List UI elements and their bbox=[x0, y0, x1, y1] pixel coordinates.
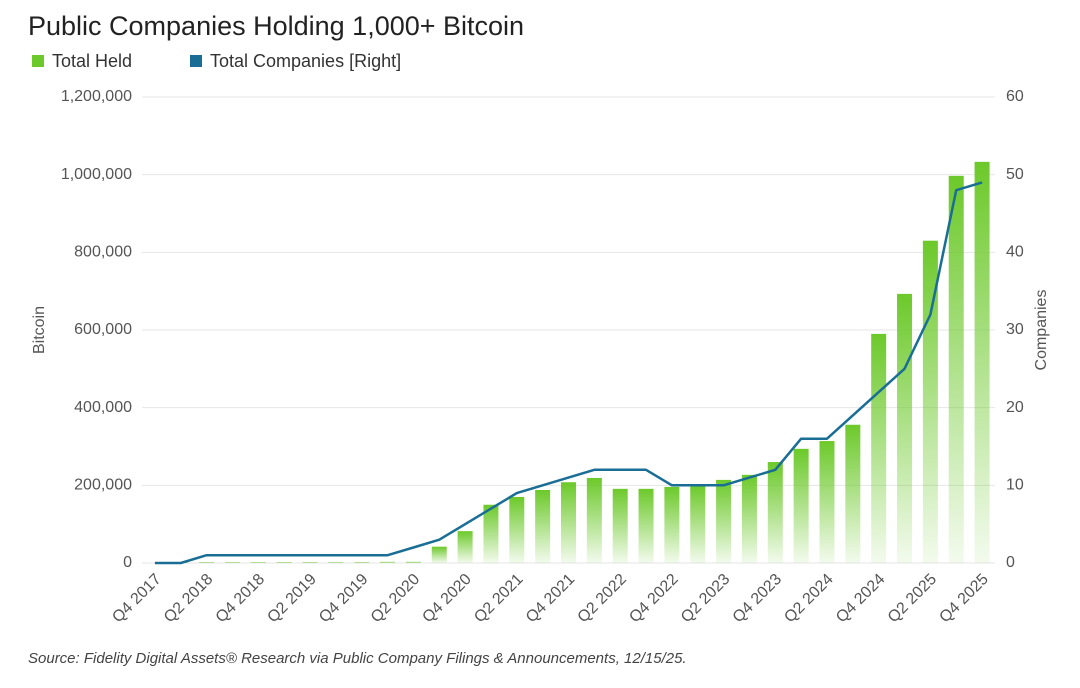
bar bbox=[664, 486, 680, 563]
x-tick-label: Q2 2024 bbox=[781, 571, 837, 627]
chart-title: Public Companies Holding 1,000+ Bitcoin bbox=[28, 11, 524, 41]
line bbox=[154, 181, 983, 565]
y-tick-label: 800,000 bbox=[74, 244, 132, 261]
bar bbox=[897, 293, 913, 563]
bar bbox=[948, 175, 964, 563]
y2-tick-label: 50 bbox=[1006, 166, 1024, 183]
bar bbox=[741, 474, 757, 563]
y-axis-label: Bitcoin bbox=[31, 306, 48, 354]
bar bbox=[974, 161, 990, 563]
x-tick-label: Q2 2022 bbox=[575, 571, 631, 627]
bar bbox=[302, 562, 318, 563]
bar bbox=[819, 441, 835, 563]
bar bbox=[405, 561, 421, 563]
bar bbox=[690, 485, 706, 563]
y-tick-label: 200,000 bbox=[74, 477, 132, 494]
bar bbox=[561, 482, 576, 563]
y2-axis-label: Companies bbox=[1033, 290, 1050, 371]
x-tick-label: Q2 2018 bbox=[161, 571, 217, 627]
bar bbox=[793, 448, 809, 563]
x-tick-label: Q2 2021 bbox=[471, 571, 527, 627]
bar bbox=[716, 479, 732, 563]
y-tick-label: 400,000 bbox=[74, 399, 132, 416]
x-tick-label: Q4 2018 bbox=[213, 571, 269, 627]
bar bbox=[638, 488, 654, 563]
bar bbox=[871, 333, 887, 563]
x-tick-label: Q4 2017 bbox=[109, 571, 165, 627]
legend-swatch bbox=[32, 55, 44, 67]
bar bbox=[586, 477, 602, 563]
bar bbox=[483, 504, 499, 563]
bar bbox=[380, 561, 396, 563]
bar bbox=[509, 496, 525, 563]
bar bbox=[276, 562, 292, 563]
x-tick-label: Q4 2023 bbox=[730, 571, 786, 627]
x-tick-label: Q4 2019 bbox=[316, 571, 372, 627]
y-tick-label: 0 bbox=[123, 554, 132, 571]
bar bbox=[612, 488, 628, 563]
x-tick-label: Q4 2020 bbox=[419, 571, 475, 627]
bar bbox=[328, 562, 344, 563]
y-tick-label: 1,000,000 bbox=[61, 166, 132, 183]
legend-swatch bbox=[190, 55, 202, 67]
bar bbox=[535, 489, 551, 563]
y-tick-label: 1,200,000 bbox=[61, 88, 132, 105]
x-tick-label: Q4 2025 bbox=[936, 571, 992, 627]
x-tick-label: Q2 2019 bbox=[264, 571, 320, 627]
bar bbox=[845, 424, 861, 563]
x-tick-label: Q4 2021 bbox=[523, 571, 579, 627]
bar bbox=[431, 546, 447, 563]
bar bbox=[354, 562, 370, 563]
y2-tick-label: 60 bbox=[1006, 88, 1024, 105]
y-tick-label: 600,000 bbox=[74, 321, 132, 338]
bar bbox=[457, 531, 473, 563]
bar bbox=[199, 562, 215, 563]
legend-label: Total Companies [Right] bbox=[210, 51, 401, 71]
x-tick-label: Q4 2022 bbox=[626, 571, 682, 627]
y2-tick-label: 0 bbox=[1006, 554, 1015, 571]
legend-label: Total Held bbox=[52, 51, 132, 71]
bar bbox=[250, 562, 266, 563]
x-tick-label: Q2 2020 bbox=[368, 571, 424, 627]
x-tick-label: Q2 2025 bbox=[885, 571, 941, 627]
bar bbox=[767, 462, 783, 563]
x-tick-label: Q4 2024 bbox=[833, 571, 889, 627]
y2-tick-label: 10 bbox=[1006, 477, 1024, 494]
y2-tick-label: 30 bbox=[1006, 321, 1024, 338]
y2-tick-label: 20 bbox=[1006, 399, 1024, 416]
bar bbox=[224, 562, 240, 563]
source-note: Source: Fidelity Digital Assets® Researc… bbox=[28, 650, 687, 667]
y2-tick-label: 40 bbox=[1006, 244, 1024, 261]
x-tick-label: Q2 2023 bbox=[678, 571, 734, 627]
